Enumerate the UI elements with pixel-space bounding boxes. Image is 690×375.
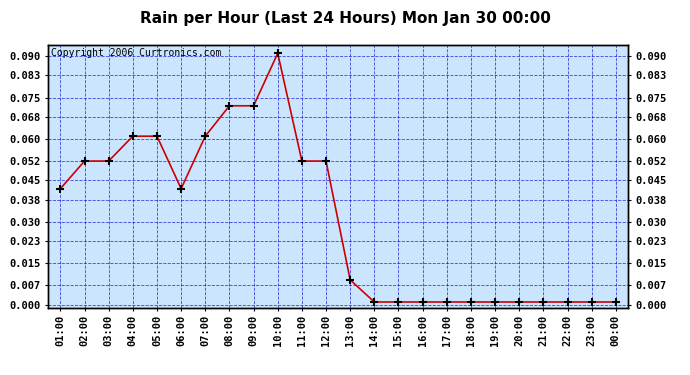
Text: Rain per Hour (Last 24 Hours) Mon Jan 30 00:00: Rain per Hour (Last 24 Hours) Mon Jan 30… bbox=[139, 11, 551, 26]
Text: Copyright 2006 Curtronics.com: Copyright 2006 Curtronics.com bbox=[51, 48, 221, 58]
